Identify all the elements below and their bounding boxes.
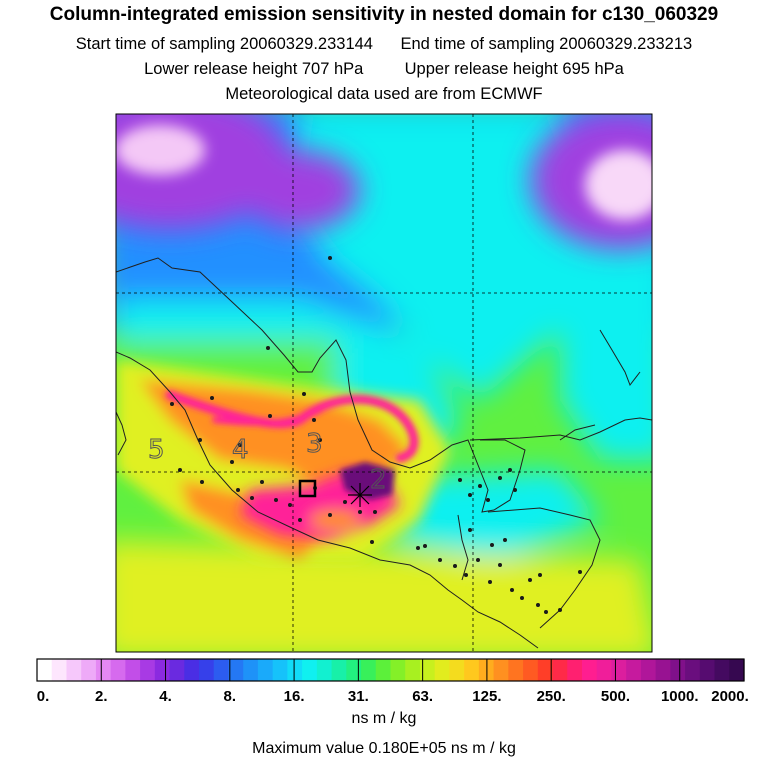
colorbar-swatch xyxy=(213,659,230,681)
colorbar-swatch xyxy=(729,659,745,681)
release-lower: Lower release height 707 hPa xyxy=(144,60,364,78)
colorbar xyxy=(37,659,745,681)
colorbar-label: 1000. xyxy=(660,688,699,705)
colorbar-swatch xyxy=(670,659,686,681)
day-label-4: 4 xyxy=(232,435,249,465)
colorbar-swatch xyxy=(51,659,68,681)
colorbar-swatch xyxy=(611,659,627,681)
colorbar-swatch xyxy=(685,659,701,681)
colorbar-swatch xyxy=(434,659,451,681)
maximum-value: Maximum value 0.180E+05 ns m / kg xyxy=(252,740,516,757)
colorbar-swatch xyxy=(699,659,716,681)
colorbar-swatch xyxy=(419,659,436,681)
colorbar-swatch xyxy=(272,659,288,681)
colorbar-swatch xyxy=(184,659,200,681)
colorbar-frame xyxy=(36,658,745,682)
colorbar-swatch xyxy=(66,659,82,681)
met-data-source: Meteorological data used are from ECMWF xyxy=(225,85,543,103)
colorbar-label: 63. xyxy=(412,688,434,705)
colorbar-label: 16. xyxy=(283,688,305,705)
colorbar-swatch xyxy=(257,659,274,681)
colorbar-swatch xyxy=(110,659,126,681)
colorbar-swatch xyxy=(287,659,303,681)
plot-title: Column-integrated emission sensitivity i… xyxy=(49,4,719,25)
colorbar-swatch xyxy=(316,659,333,681)
colorbar-swatch xyxy=(508,659,524,681)
colorbar-swatch xyxy=(199,659,215,681)
colorbar-label: 31. xyxy=(347,688,369,705)
colorbar-label: 250. xyxy=(536,688,566,705)
colorbar-swatch xyxy=(523,659,539,681)
colorbar-swatch xyxy=(714,659,730,681)
sampling-times: Start time of sampling 20060329.233144 E… xyxy=(0,35,768,54)
day-label-5: 5 xyxy=(148,435,165,465)
colorbar-label: 2000. xyxy=(711,688,749,705)
colorbar-label: 4. xyxy=(159,688,172,705)
colorbar-swatch xyxy=(361,659,377,681)
colorbar-swatch xyxy=(405,659,421,681)
map-frame xyxy=(115,113,653,653)
sampling-start: Start time of sampling 20060329.233144 xyxy=(75,35,373,53)
colorbar-label: 2. xyxy=(95,688,108,705)
colorbar-swatch xyxy=(81,659,97,681)
colorbar-swatch xyxy=(464,659,480,681)
colorbar-swatch xyxy=(346,659,362,681)
colorbar-label: 125. xyxy=(472,688,502,705)
day-label-2: 2 xyxy=(370,465,387,495)
receptor-box xyxy=(298,479,317,498)
colorbar-swatch xyxy=(626,659,642,681)
colorbar-swatch xyxy=(655,659,671,681)
release-heights: Lower release height 707 hPa Upper relea… xyxy=(0,60,768,79)
colorbar-swatch xyxy=(95,659,112,681)
colorbar-swatch xyxy=(596,659,613,681)
release-upper: Upper release height 695 hPa xyxy=(404,60,624,78)
colorbar-label: 8. xyxy=(223,688,237,705)
sampling-end: End time of sampling 20060329.233213 xyxy=(400,35,693,53)
colorbar-swatch xyxy=(37,659,53,681)
colorbar-swatch xyxy=(302,659,318,681)
colorbar-swatch xyxy=(493,659,509,681)
colorbar-swatch xyxy=(375,659,392,681)
colorbar-swatch xyxy=(228,659,244,681)
colorbar-swatch xyxy=(552,659,568,681)
colorbar-swatch xyxy=(449,659,465,681)
colorbar-swatch xyxy=(331,659,347,681)
graticule xyxy=(116,114,652,652)
colorbar-units: ns m / kg xyxy=(351,710,417,727)
colorbar-swatch xyxy=(169,659,185,681)
day-label-3: 3 xyxy=(306,429,323,459)
colorbar-swatch xyxy=(537,659,554,681)
colorbar-label: 500. xyxy=(600,688,631,705)
colorbar-swatch xyxy=(390,659,406,681)
colorbar-swatch xyxy=(154,659,171,681)
release-star xyxy=(348,483,372,507)
colorbar-swatch xyxy=(140,659,156,681)
colorbar-label: 0. xyxy=(36,688,50,705)
colorbar-swatch xyxy=(581,659,598,681)
colorbar-swatch xyxy=(640,659,657,681)
colorbar-swatch xyxy=(125,659,141,681)
colorbar-swatch xyxy=(243,659,259,681)
colorbar-swatch xyxy=(567,659,583,681)
sensitivity-field: 5 4 3 2 xyxy=(116,114,652,652)
